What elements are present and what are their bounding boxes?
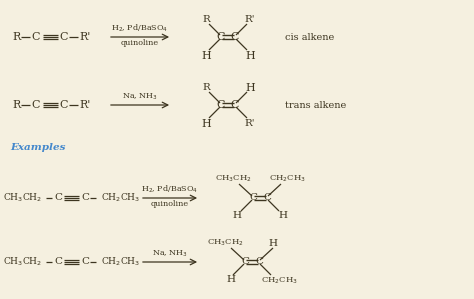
Text: H: H	[233, 211, 241, 220]
Text: C: C	[231, 100, 239, 110]
Text: C: C	[60, 32, 68, 42]
Text: C: C	[32, 32, 40, 42]
Text: R: R	[13, 100, 21, 110]
Text: Na, NH$_3$: Na, NH$_3$	[122, 92, 158, 102]
Text: C: C	[54, 257, 62, 266]
Text: C: C	[241, 257, 249, 266]
Text: H: H	[268, 239, 277, 248]
Text: R': R'	[79, 32, 91, 42]
Text: C: C	[81, 257, 89, 266]
Text: R': R'	[245, 120, 255, 129]
Text: CH$_2$CH$_3$: CH$_2$CH$_3$	[269, 174, 305, 184]
Text: C: C	[81, 193, 89, 202]
Text: C: C	[60, 100, 68, 110]
Text: R': R'	[245, 16, 255, 25]
Text: C: C	[54, 193, 62, 202]
Text: CH$_3$CH$_2$: CH$_3$CH$_2$	[215, 174, 251, 184]
Text: quinoline: quinoline	[121, 39, 159, 47]
Text: H: H	[201, 51, 211, 61]
Text: C: C	[255, 257, 263, 266]
Text: H: H	[245, 83, 255, 93]
Text: C: C	[217, 32, 225, 42]
Text: C: C	[263, 193, 271, 202]
Text: R: R	[202, 83, 210, 92]
Text: H: H	[245, 51, 255, 61]
Text: CH$_2$CH$_3$: CH$_2$CH$_3$	[101, 192, 140, 204]
Text: CH$_3$CH$_2$: CH$_3$CH$_2$	[3, 256, 42, 268]
Text: R: R	[13, 32, 21, 42]
Text: H: H	[227, 275, 236, 285]
Text: Examples: Examples	[10, 144, 65, 152]
Text: H: H	[201, 119, 211, 129]
Text: H: H	[279, 211, 288, 220]
Text: R: R	[202, 16, 210, 25]
Text: R': R'	[79, 100, 91, 110]
Text: C: C	[249, 193, 257, 202]
Text: Na, NH$_3$: Na, NH$_3$	[152, 249, 188, 259]
Text: C: C	[32, 100, 40, 110]
Text: CH$_2$CH$_3$: CH$_2$CH$_3$	[261, 276, 298, 286]
Text: C: C	[231, 32, 239, 42]
Text: CH$_3$CH$_2$: CH$_3$CH$_2$	[207, 238, 243, 248]
Text: H$_2$, Pd/BaSO$_4$: H$_2$, Pd/BaSO$_4$	[141, 183, 199, 195]
Text: quinoline: quinoline	[151, 200, 189, 208]
Text: C: C	[217, 100, 225, 110]
Text: CH$_2$CH$_3$: CH$_2$CH$_3$	[101, 256, 140, 268]
Text: CH$_3$CH$_2$: CH$_3$CH$_2$	[3, 192, 42, 204]
Text: H$_2$, Pd/BaSO$_4$: H$_2$, Pd/BaSO$_4$	[111, 22, 169, 34]
Text: trans alkene: trans alkene	[285, 100, 346, 109]
Text: cis alkene: cis alkene	[285, 33, 334, 42]
